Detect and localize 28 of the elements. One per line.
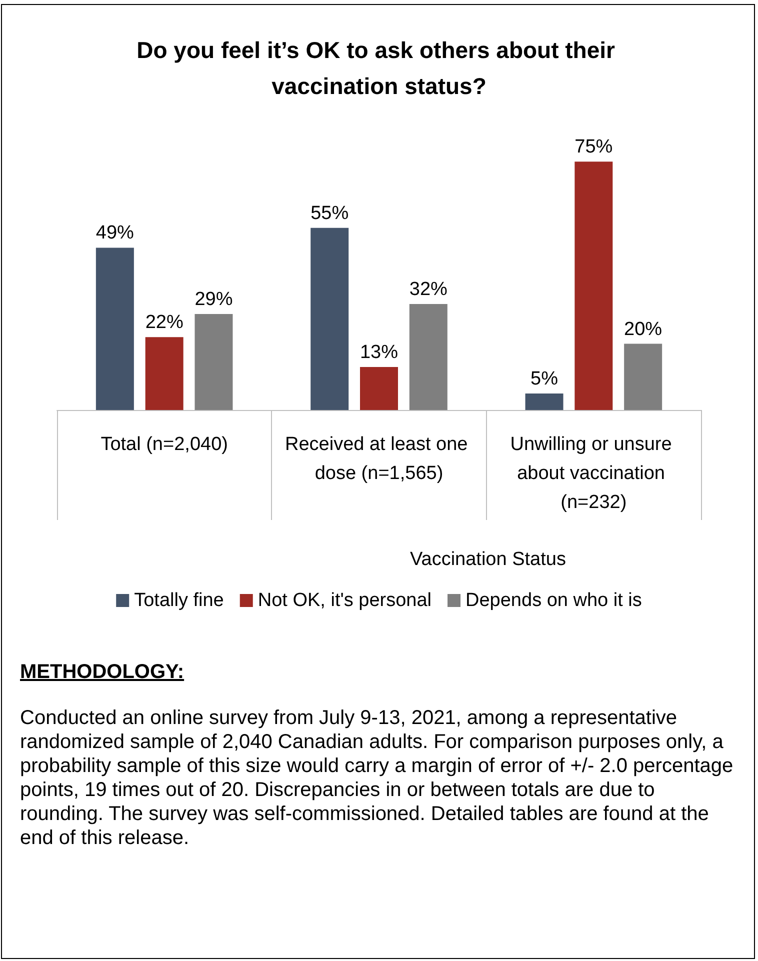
data-label: 49% <box>96 222 134 244</box>
text: METHODOLOGY: <box>20 660 186 684</box>
text: Conducted an online survey from July 9-13, 2021, among a representative randomized sample of 2,040 Canadian adults. For comparison purposes only, a probability sample of this size would carry a margin of error of +/- 2.0 percentage points, 19 times out of 20. Discrepancies in or between totals are due to rounding. The survey was self-commissioned. Detailed tables are found at the end of this release. <box>20 706 734 850</box>
data-label: 29% <box>194 288 233 310</box>
x-tick-label: Total (n=2,040) <box>100 434 228 455</box>
bar <box>145 337 184 410</box>
x-tick-label: Received at least one dose (n=1,565) <box>284 434 474 484</box>
bar <box>310 228 349 410</box>
text: Vaccination Status <box>410 549 566 570</box>
x-tick-label: Unwilling or unsure about vaccination (n=232) <box>510 434 678 513</box>
legend-label: Totally fine <box>134 590 224 611</box>
legend-label: Not OK, it's personal <box>258 590 432 611</box>
bar <box>574 162 613 410</box>
data-label: 32% <box>409 279 448 300</box>
bar <box>360 366 398 410</box>
data-label: 5% <box>530 368 558 390</box>
legend-label: Depends on who it is <box>466 590 642 611</box>
data-label: 22% <box>145 312 184 334</box>
bar <box>194 314 233 410</box>
bar <box>409 304 448 410</box>
data-label: 75% <box>574 136 613 158</box>
bar <box>624 344 662 410</box>
data-label: 55% <box>310 202 349 224</box>
data-label: 20% <box>624 318 662 340</box>
data-label: 13% <box>360 342 398 363</box>
chart-title: Do you feel it’s OK to ask others about their vaccination status? <box>136 37 622 99</box>
bar <box>525 393 564 410</box>
bar <box>96 248 134 410</box>
